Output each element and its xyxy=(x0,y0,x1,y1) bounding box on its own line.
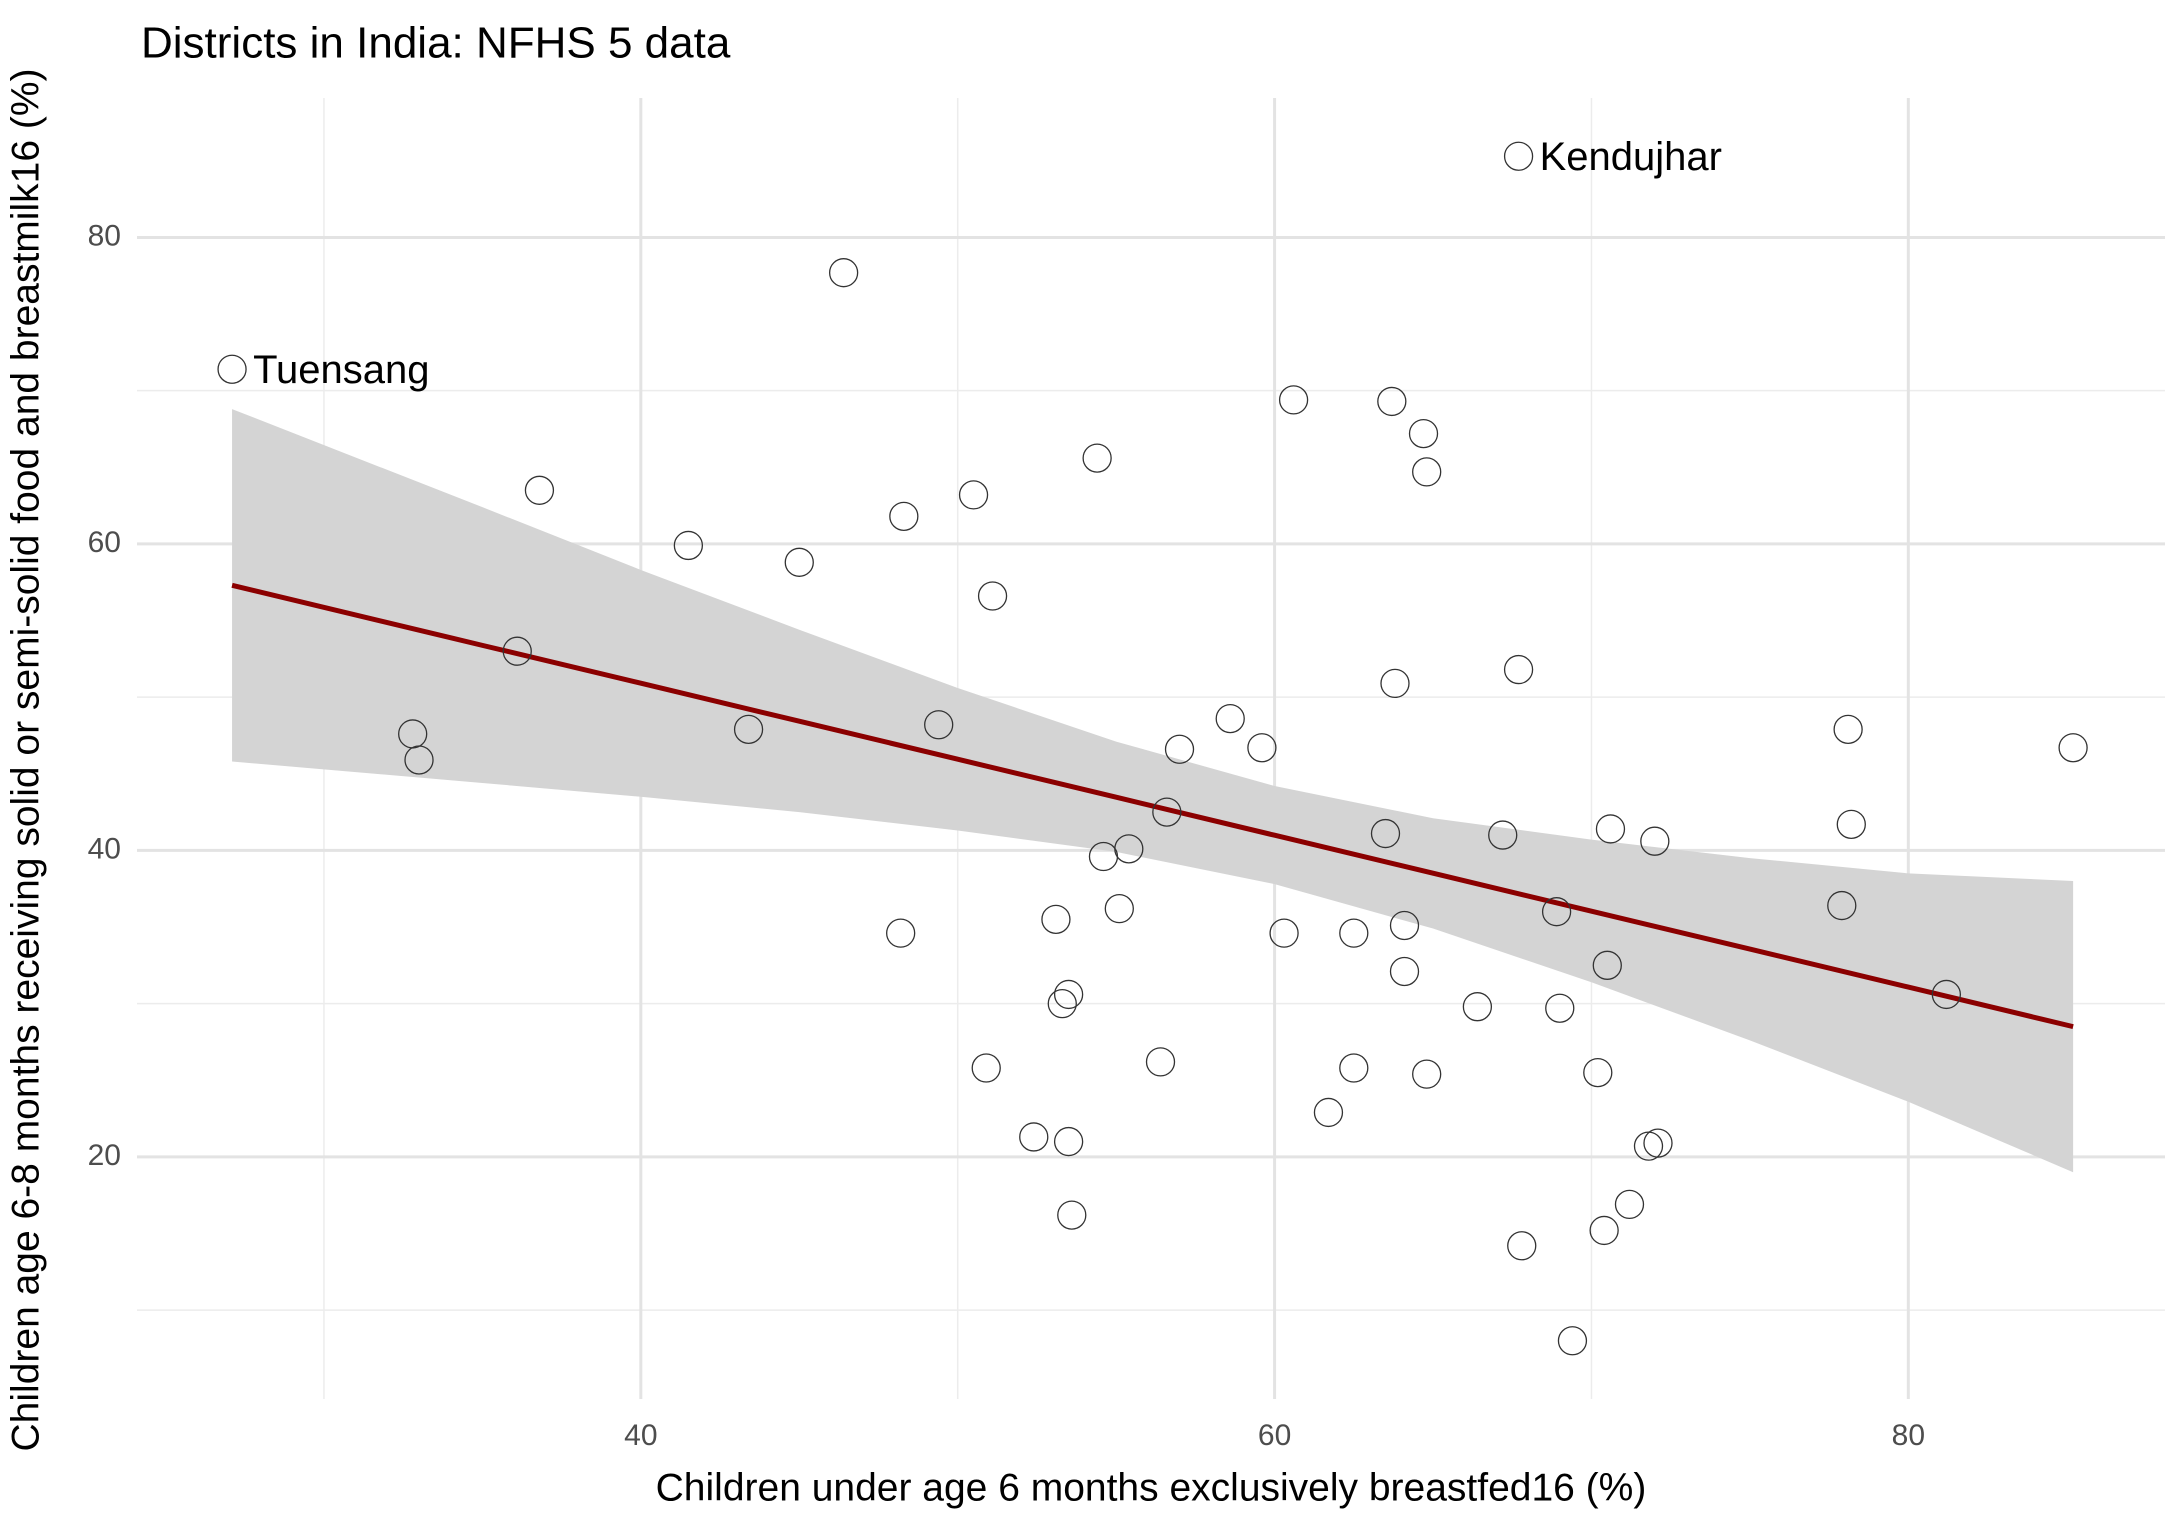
y-tick-label: 40 xyxy=(88,832,121,865)
point xyxy=(1836,809,1866,840)
point xyxy=(1057,1200,1087,1230)
point xyxy=(1104,893,1134,924)
point xyxy=(1047,988,1077,1019)
point xyxy=(1643,1128,1673,1158)
point-label: Kendujhar xyxy=(1540,135,1722,179)
point xyxy=(217,354,247,384)
point xyxy=(1462,992,1493,1022)
point xyxy=(1545,993,1575,1023)
point xyxy=(1339,918,1369,948)
y-axis-title: Children age 6-8 months receiving solid … xyxy=(4,69,47,1452)
point xyxy=(958,480,989,510)
point xyxy=(1592,950,1622,980)
point xyxy=(1088,841,1119,872)
point xyxy=(1380,668,1410,699)
point xyxy=(1145,1047,1176,1077)
point xyxy=(1583,1057,1613,1088)
point xyxy=(1247,733,1277,763)
chart-title: Districts in India: NFHS 5 data xyxy=(141,19,731,68)
point xyxy=(1488,820,1518,850)
point xyxy=(977,581,1008,611)
point xyxy=(1269,918,1299,948)
point xyxy=(1557,1326,1588,1356)
point xyxy=(1278,385,1309,415)
point xyxy=(1339,1053,1369,1083)
point xyxy=(2058,733,2088,763)
point xyxy=(1507,1231,1537,1261)
point xyxy=(1313,1097,1344,1128)
y-tick-label: 80 xyxy=(88,219,121,252)
point xyxy=(502,636,532,666)
point xyxy=(924,710,954,740)
point xyxy=(1053,1126,1084,1157)
point xyxy=(1408,418,1439,449)
point xyxy=(1082,443,1112,473)
point xyxy=(1640,826,1670,856)
confidence-band xyxy=(232,409,2074,1173)
point-label: Tuensang xyxy=(253,348,429,392)
point xyxy=(784,547,814,577)
point xyxy=(1152,797,1182,827)
point xyxy=(1412,457,1442,487)
point xyxy=(1389,910,1420,941)
x-tick-label: 40 xyxy=(624,1419,657,1452)
trend-line xyxy=(231,582,2074,1030)
point xyxy=(1503,141,1534,171)
point xyxy=(1019,1122,1049,1152)
point xyxy=(404,745,434,775)
x-tick-label: 60 xyxy=(1258,1419,1291,1452)
point xyxy=(889,501,919,531)
point xyxy=(1412,1059,1442,1089)
point xyxy=(1215,703,1245,734)
point xyxy=(1041,904,1071,935)
point xyxy=(1370,818,1401,849)
point xyxy=(733,714,764,744)
point xyxy=(673,530,704,561)
point xyxy=(886,918,916,948)
point xyxy=(971,1053,1001,1083)
point xyxy=(1503,654,1534,685)
point xyxy=(1377,386,1407,417)
point xyxy=(1164,734,1195,764)
point xyxy=(1931,979,1962,1010)
point xyxy=(1589,1215,1619,1246)
point xyxy=(1389,956,1420,987)
y-tick-label: 20 xyxy=(88,1139,121,1172)
point xyxy=(1833,714,1863,744)
point xyxy=(1614,1189,1645,1220)
point xyxy=(1827,890,1857,921)
x-tick-label: 80 xyxy=(1892,1419,1925,1452)
point xyxy=(1595,814,1626,844)
point xyxy=(1053,979,1084,1010)
y-tick-label: 60 xyxy=(88,526,121,559)
point xyxy=(828,258,859,288)
point xyxy=(1541,897,1572,927)
x-axis-title: Children under age 6 months exclusively … xyxy=(656,1466,1647,1509)
point xyxy=(524,475,555,505)
